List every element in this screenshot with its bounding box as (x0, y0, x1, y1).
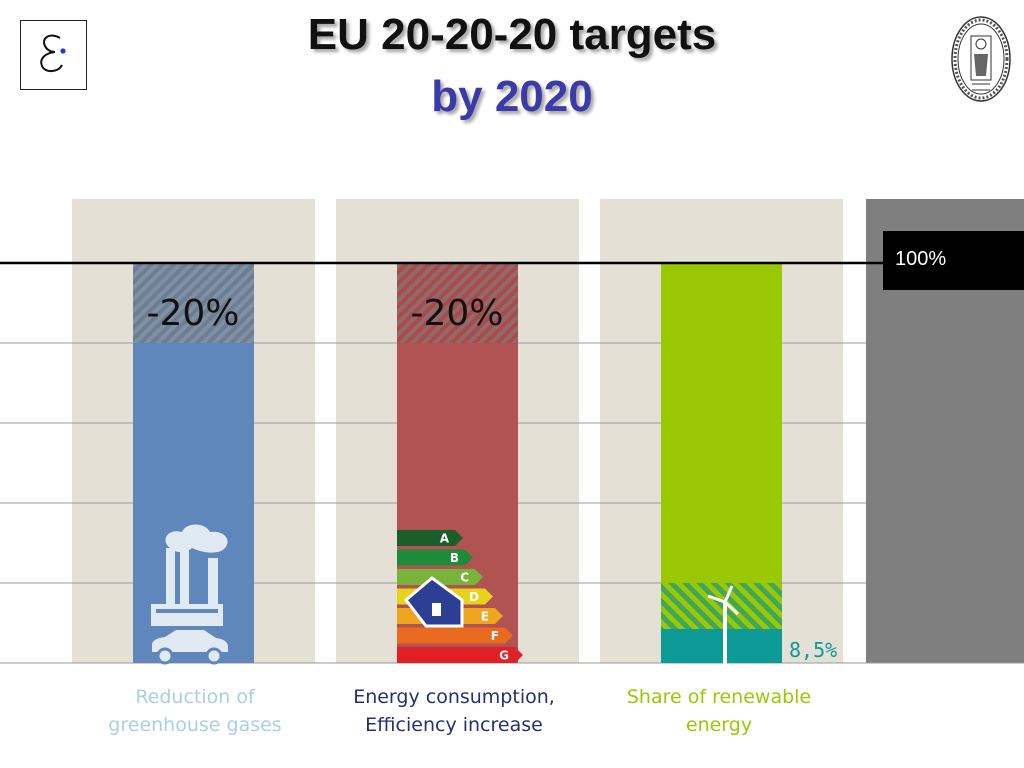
energy-class-arrow (397, 530, 463, 546)
wind-turbine-icon (707, 585, 740, 664)
category-label-greenhouse-line2: greenhouse gases (108, 714, 282, 736)
energy-class-arrow (397, 569, 483, 585)
category-label-renewable-line1: Share of renewable (626, 686, 812, 708)
energy-class-arrow (397, 627, 513, 644)
energy-class-arrow (397, 549, 473, 566)
category-label-energy-line2: Efficiency increase (365, 714, 543, 736)
energy-class-letter: F (491, 629, 499, 643)
category-label-renewable-line2: energy (685, 714, 753, 736)
energy-class-letter: A (440, 532, 450, 546)
bar-energy-target-reduction (397, 263, 518, 343)
category-label-greenhouse-line1: Reduction of (135, 686, 255, 708)
house-icon (403, 576, 464, 628)
bar-renewable-current (661, 629, 782, 663)
chart-subtitle: by 2020 (431, 72, 593, 121)
chart-title: EU 20-20-20 targets (307, 10, 717, 59)
energy-class-letter: E (481, 610, 489, 624)
epsilon-logo (20, 20, 87, 90)
renewable-current-label: 8,5% (789, 638, 837, 662)
energy-class-letter: C (460, 571, 469, 585)
category-label-renewable: Share of renewable energy (589, 683, 849, 739)
energy-class-letter: B (450, 551, 459, 565)
bar-greenhouse-target-reduction (133, 263, 254, 343)
energy-class-arrow (397, 647, 523, 663)
reference-label-100: 100% (883, 231, 1024, 290)
university-seal-logo (950, 14, 1012, 104)
category-label-greenhouse: Reduction of greenhouse gases (65, 683, 325, 739)
energy-class-letter: G (499, 649, 509, 663)
factory-car-icon (151, 524, 228, 665)
category-label-energy-line1: Energy consumption, (353, 686, 555, 708)
energy-class-letter: D (469, 590, 479, 604)
greenhouse-target-label: -20% (146, 293, 239, 334)
energy-target-label: -20% (410, 293, 503, 334)
category-label-energy: Energy consumption, Efficiency increase (324, 683, 584, 739)
